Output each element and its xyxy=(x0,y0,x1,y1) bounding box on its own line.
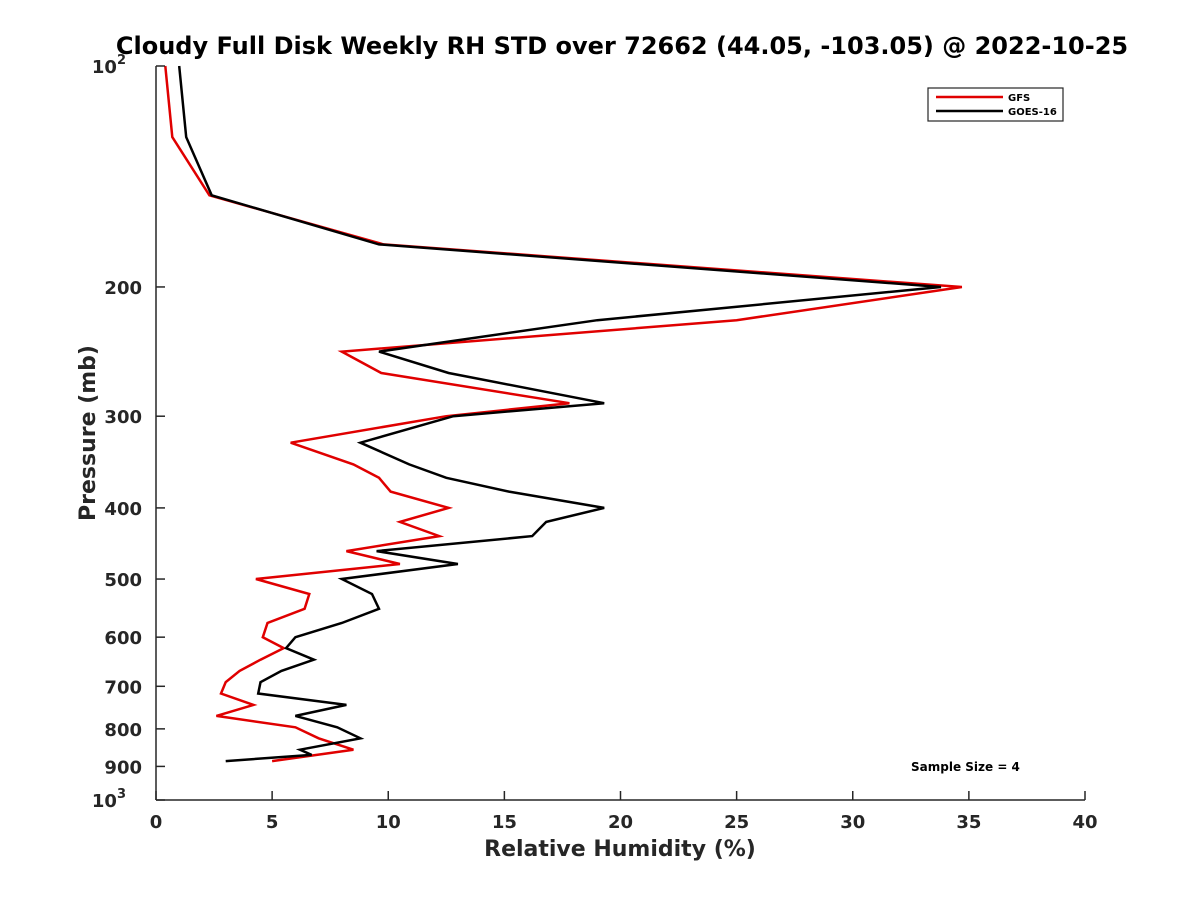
y-axis-label: Pressure (mb) xyxy=(76,345,101,521)
y-tick-label: 300 xyxy=(104,407,142,428)
x-tick-label: 5 xyxy=(266,812,279,833)
y-tick-base: 10 xyxy=(92,57,117,78)
x-tick-label: 40 xyxy=(1072,812,1097,833)
legend-label-gfs: GFS xyxy=(1008,93,1030,104)
x-tick-label: 0 xyxy=(150,812,163,833)
y-tick-label: 500 xyxy=(104,570,142,591)
x-axis-label: Relative Humidity (%) xyxy=(484,837,756,862)
legend: GFS GOES-16 xyxy=(927,87,1064,122)
plot-background xyxy=(156,66,1085,800)
sample-size-annotation: Sample Size = 4 xyxy=(911,760,1020,774)
y-tick-label: 800 xyxy=(104,720,142,741)
x-tick-label: 10 xyxy=(376,812,401,833)
series-line-goes16 xyxy=(177,65,942,763)
x-tick-label: 35 xyxy=(956,812,981,833)
chart-title: Cloudy Full Disk Weekly RH STD over 7266… xyxy=(116,32,1128,60)
y-tick-base: 700 xyxy=(104,677,142,698)
y-tick-base: 500 xyxy=(104,570,142,591)
y-tick-base: 400 xyxy=(104,499,142,520)
x-tick-label: 20 xyxy=(608,812,633,833)
y-tick-label: 102 xyxy=(92,53,126,78)
x-tick-label: 15 xyxy=(492,812,517,833)
plot-area: 0 5 10 15 20 25 30 35 40 10220030040050060070080… xyxy=(92,53,1098,833)
y-tick-base: 800 xyxy=(104,720,142,741)
y-tick-label: 200 xyxy=(104,278,142,299)
y-tick-base: 300 xyxy=(104,407,142,428)
x-tick-label: 25 xyxy=(724,812,749,833)
y-tick-exponent: 3 xyxy=(117,787,126,802)
series-line-gfs xyxy=(164,65,963,763)
y-tick-base: 200 xyxy=(104,278,142,299)
y-tick-base: 600 xyxy=(104,628,142,649)
y-tick-label: 103 xyxy=(92,787,126,812)
series-layer xyxy=(164,65,963,763)
y-tick-label: 900 xyxy=(104,757,142,778)
legend-box xyxy=(927,87,1064,122)
x-axis-ticks: 0 5 10 15 20 25 30 35 40 xyxy=(150,791,1098,833)
y-tick-label: 700 xyxy=(104,677,142,698)
y-tick-base: 900 xyxy=(104,757,142,778)
y-tick-label: 400 xyxy=(104,499,142,520)
x-tick-label: 30 xyxy=(840,812,865,833)
y-tick-base: 10 xyxy=(92,791,117,812)
legend-label-goes16: GOES-16 xyxy=(1008,107,1057,118)
y-tick-label: 600 xyxy=(104,628,142,649)
y-tick-exponent: 2 xyxy=(117,53,126,68)
